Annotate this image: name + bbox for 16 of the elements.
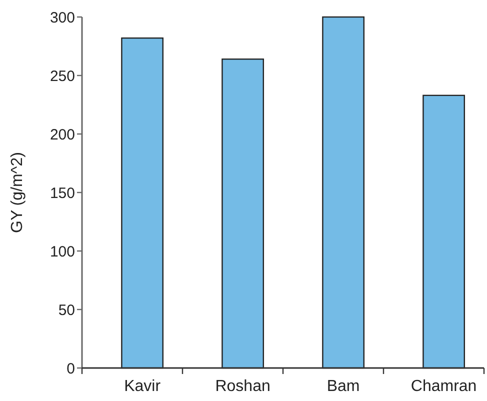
y-tick-label: 100 [50, 243, 75, 260]
bar [121, 37, 164, 369]
x-tick-label: Kavir [124, 378, 162, 395]
bar [322, 16, 365, 369]
x-tick-label: Roshan [215, 378, 270, 395]
x-tick-label: Chamran [410, 378, 477, 395]
y-tick-label: 200 [50, 126, 75, 144]
bar [222, 58, 264, 369]
y-axis-title: GY (g/m^2) [9, 152, 26, 234]
y-tick-label: 0 [66, 360, 75, 378]
y-tick-label: 250 [50, 68, 75, 85]
y-tick-label: 150 [50, 184, 75, 202]
y-tick-label: 50 [58, 302, 75, 319]
bar [422, 94, 466, 369]
y-tick-label: 300 [50, 9, 75, 26]
x-tick-label: Bam [326, 378, 360, 395]
